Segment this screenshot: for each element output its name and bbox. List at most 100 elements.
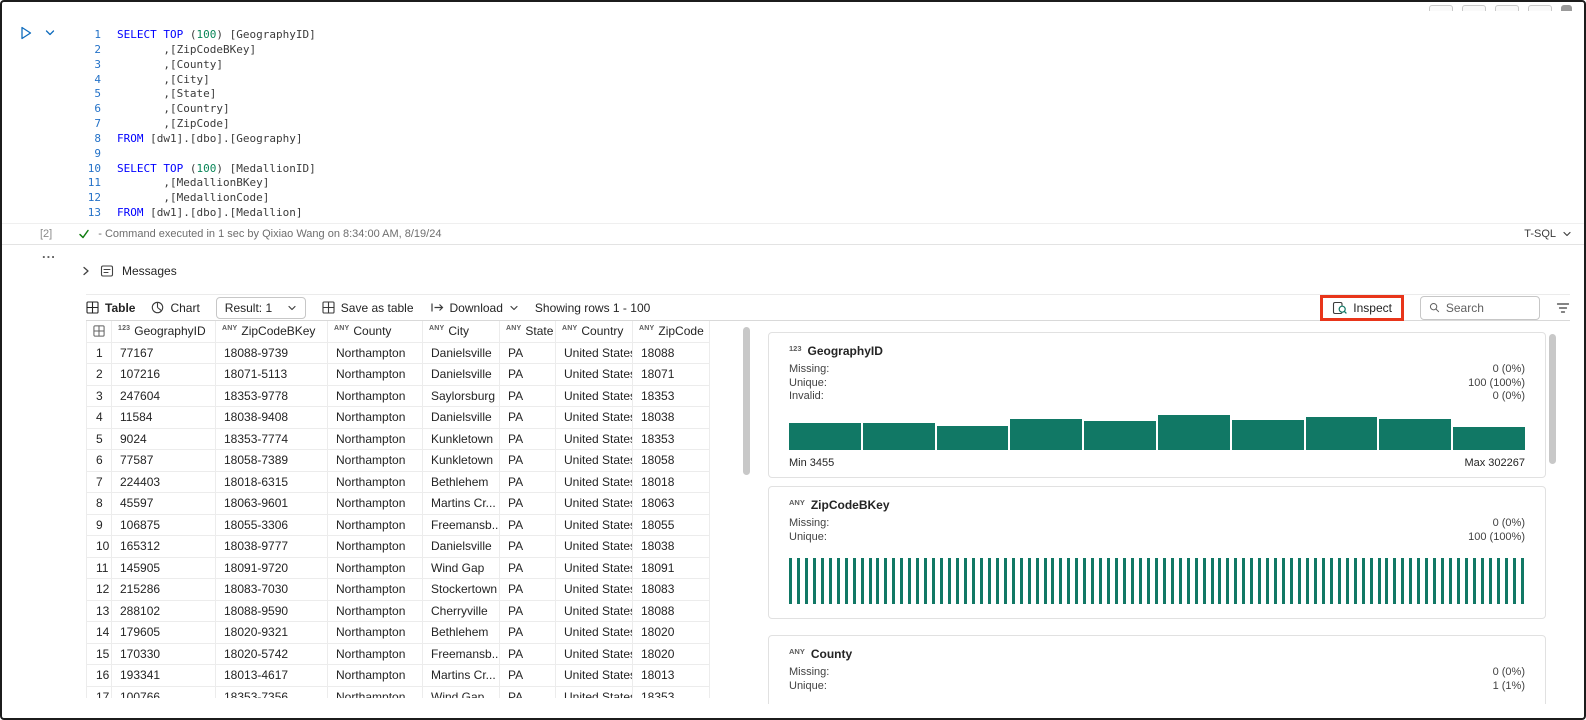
- table-cell[interactable]: 11584: [112, 407, 216, 429]
- run-query-button[interactable]: [18, 25, 34, 41]
- table-cell[interactable]: 170330: [112, 643, 216, 665]
- table-cell[interactable]: United States: [556, 557, 633, 579]
- table-cell[interactable]: Bethlehem: [423, 622, 500, 644]
- table-cell[interactable]: 18020-9321: [216, 622, 328, 644]
- table-cell[interactable]: Wind Gap: [423, 557, 500, 579]
- column-header[interactable]: [87, 321, 112, 343]
- table-cell[interactable]: Northampton: [328, 385, 423, 407]
- row-number-cell[interactable]: 17: [87, 686, 112, 698]
- table-cell[interactable]: 18353: [633, 385, 710, 407]
- code-line[interactable]: 13 FROM [dw1].[dbo].[Medallion]: [64, 206, 1564, 221]
- table-cell[interactable]: 18353-7774: [216, 428, 328, 450]
- row-number-cell[interactable]: 13: [87, 600, 112, 622]
- table-cell[interactable]: Danielsville: [423, 407, 500, 429]
- table-cell[interactable]: 18088-9590: [216, 600, 328, 622]
- table-cell[interactable]: 18063: [633, 493, 710, 515]
- table-cell[interactable]: 18058: [633, 450, 710, 472]
- table-cell[interactable]: Bethlehem: [423, 471, 500, 493]
- inspect-panel-scrollbar[interactable]: [1549, 334, 1556, 464]
- table-cell[interactable]: PA: [500, 622, 556, 644]
- code-line[interactable]: 9: [64, 147, 1564, 162]
- table-cell[interactable]: Kunkletown: [423, 450, 500, 472]
- table-cell[interactable]: 18020: [633, 643, 710, 665]
- language-mode-label[interactable]: T-SQL: [1524, 228, 1556, 240]
- table-cell[interactable]: Kunkletown: [423, 428, 500, 450]
- table-cell[interactable]: PA: [500, 557, 556, 579]
- cropped-toolbar-button[interactable]: [1495, 5, 1519, 11]
- table-cell[interactable]: 18055: [633, 514, 710, 536]
- table-cell[interactable]: 18013: [633, 665, 710, 687]
- code-line[interactable]: 6 ,[Country]: [64, 102, 1564, 117]
- code-line[interactable]: 11 ,[MedallionBKey]: [64, 176, 1564, 191]
- download-button[interactable]: Download: [430, 301, 519, 315]
- table-cell[interactable]: PA: [500, 385, 556, 407]
- table-cell[interactable]: Stockertown: [423, 579, 500, 601]
- table-cell[interactable]: Northampton: [328, 428, 423, 450]
- table-cell[interactable]: Northampton: [328, 536, 423, 558]
- table-cell[interactable]: United States: [556, 579, 633, 601]
- row-number-cell[interactable]: 6: [87, 450, 112, 472]
- table-cell[interactable]: United States: [556, 536, 633, 558]
- table-cell[interactable]: PA: [500, 493, 556, 515]
- table-cell[interactable]: United States: [556, 600, 633, 622]
- cropped-toolbar-button[interactable]: [1429, 5, 1453, 11]
- table-cell[interactable]: United States: [556, 686, 633, 698]
- table-cell[interactable]: Northampton: [328, 364, 423, 386]
- table-cell[interactable]: PA: [500, 536, 556, 558]
- table-cell[interactable]: 193341: [112, 665, 216, 687]
- row-number-cell[interactable]: 15: [87, 643, 112, 665]
- inspect-button[interactable]: Inspect: [1328, 299, 1396, 317]
- table-cell[interactable]: Northampton: [328, 342, 423, 364]
- table-cell[interactable]: PA: [500, 428, 556, 450]
- cropped-toolbar-button[interactable]: [1561, 5, 1572, 11]
- table-cell[interactable]: Northampton: [328, 450, 423, 472]
- table-cell[interactable]: 288102: [112, 600, 216, 622]
- row-number-cell[interactable]: 12: [87, 579, 112, 601]
- table-cell[interactable]: United States: [556, 665, 633, 687]
- table-cell[interactable]: Martins Cr...: [423, 493, 500, 515]
- row-number-cell[interactable]: 9: [87, 514, 112, 536]
- table-cell[interactable]: 18020-5742: [216, 643, 328, 665]
- table-cell[interactable]: Saylorsburg: [423, 385, 500, 407]
- table-cell[interactable]: United States: [556, 493, 633, 515]
- table-cell[interactable]: United States: [556, 471, 633, 493]
- row-number-cell[interactable]: 10: [87, 536, 112, 558]
- table-cell[interactable]: PA: [500, 686, 556, 698]
- column-header[interactable]: ANY ZipCode: [633, 321, 710, 343]
- code-line[interactable]: 7 ,[ZipCode]: [64, 117, 1564, 132]
- code-line[interactable]: 12 ,[MedallionCode]: [64, 191, 1564, 206]
- table-cell[interactable]: 18013-4617: [216, 665, 328, 687]
- table-cell[interactable]: 107216: [112, 364, 216, 386]
- row-number-cell[interactable]: 16: [87, 665, 112, 687]
- table-cell[interactable]: Danielsville: [423, 536, 500, 558]
- table-cell[interactable]: 165312: [112, 536, 216, 558]
- row-number-cell[interactable]: 2: [87, 364, 112, 386]
- table-cell[interactable]: 224403: [112, 471, 216, 493]
- table-cell[interactable]: United States: [556, 342, 633, 364]
- table-cell[interactable]: 215286: [112, 579, 216, 601]
- table-cell[interactable]: 18038-9777: [216, 536, 328, 558]
- table-cell[interactable]: Martins Cr...: [423, 665, 500, 687]
- table-cell[interactable]: 18091: [633, 557, 710, 579]
- table-cell[interactable]: United States: [556, 428, 633, 450]
- table-cell[interactable]: United States: [556, 385, 633, 407]
- table-scrollbar[interactable]: [743, 327, 750, 475]
- table-cell[interactable]: 18088: [633, 600, 710, 622]
- table-cell[interactable]: 247604: [112, 385, 216, 407]
- table-cell[interactable]: 18088: [633, 342, 710, 364]
- search-input[interactable]: [1445, 300, 1531, 315]
- table-cell[interactable]: 18038: [633, 407, 710, 429]
- table-cell[interactable]: PA: [500, 407, 556, 429]
- row-number-cell[interactable]: 3: [87, 385, 112, 407]
- table-cell[interactable]: United States: [556, 514, 633, 536]
- table-cell[interactable]: PA: [500, 364, 556, 386]
- table-cell[interactable]: PA: [500, 600, 556, 622]
- table-cell[interactable]: 18083-7030: [216, 579, 328, 601]
- table-cell[interactable]: 18020: [633, 622, 710, 644]
- filter-button[interactable]: [1556, 302, 1570, 314]
- table-cell[interactable]: 18018: [633, 471, 710, 493]
- row-number-cell[interactable]: 7: [87, 471, 112, 493]
- code-line[interactable]: 3 ,[County]: [64, 58, 1564, 73]
- chevron-down-icon[interactable]: [1562, 229, 1572, 239]
- table-cell[interactable]: 18091-9720: [216, 557, 328, 579]
